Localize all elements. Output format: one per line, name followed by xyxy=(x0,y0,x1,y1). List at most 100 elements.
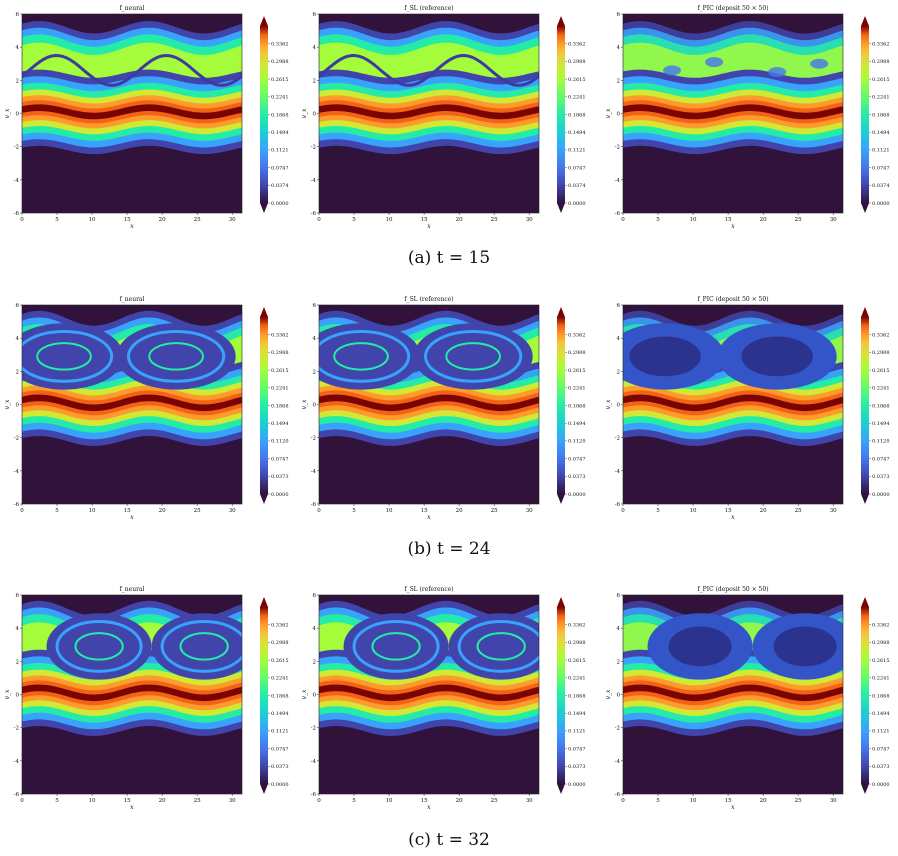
colorbar-tick-label: 0.0000 xyxy=(271,782,289,788)
colorbar-tick-label: 0.1121 xyxy=(271,729,289,735)
x-tick-label: 30 xyxy=(830,798,837,804)
colorbar-tick-label: 0.0747 xyxy=(872,165,890,171)
y-tick-label: 6 xyxy=(313,593,317,599)
colorbar-gradient xyxy=(861,607,869,784)
x-tick-label: 20 xyxy=(760,217,767,223)
panel-title: f_SL (reference) xyxy=(404,5,453,12)
colorbar-tick-label: 0.1120 xyxy=(568,439,586,445)
y-axis-label: v_x xyxy=(605,689,612,699)
caption-c: (c) t = 32 xyxy=(408,830,490,850)
main-beam-layer xyxy=(22,684,242,702)
colorbar-tick-label: 0.1494 xyxy=(271,421,289,427)
x-tick-label: 25 xyxy=(194,217,201,223)
main-beam-layer xyxy=(623,684,843,702)
colorbar-tick-label: 0.0747 xyxy=(872,746,890,752)
heatmap-area xyxy=(623,305,843,504)
colorbar: 0.0000 0.0373 0.0747 0.1120 0.1494 0.1868 0.22… xyxy=(861,307,890,504)
colorbar-tick-label: 0.1868 xyxy=(568,403,586,409)
caption-a: (a) t = 15 xyxy=(408,248,490,268)
colorbar-tick-label: 0.1494 xyxy=(872,421,890,427)
vortex-ring-1 xyxy=(22,330,114,383)
panel-title: f_SL (reference) xyxy=(404,296,453,303)
x-tick-label: 15 xyxy=(421,508,428,514)
y-tick-label: -4 xyxy=(14,178,20,184)
colorbar-tick-label: 0.3362 xyxy=(271,42,289,48)
y-tick-label: 0 xyxy=(313,693,317,699)
colorbar-extend-bottom xyxy=(861,494,869,504)
y-tick-label: -2 xyxy=(615,145,620,151)
panel-pic-t24: f_PIC (deposit 50 × 50)0 5 10 15 20 25 30x-6-4… xyxy=(605,296,890,521)
colorbar-tick-label: 0.2988 xyxy=(271,59,289,65)
colorbar: 0.0000 0.0374 0.0747 0.1121 0.1494 0.1868 0.22… xyxy=(557,16,586,213)
colorbar-tick-label: 0.2615 xyxy=(872,368,890,374)
x-tick-label: 15 xyxy=(725,217,732,223)
colorbar-tick-label: 0.1868 xyxy=(872,112,890,118)
x-axis-label: x xyxy=(427,514,431,521)
y-tick-label: -2 xyxy=(311,145,316,151)
colorbar-tick-label: 0.0000 xyxy=(872,492,890,498)
x-tick-label: 15 xyxy=(421,798,428,804)
colorbar-tick-label: 0.3362 xyxy=(568,623,586,629)
vortex-core-1 xyxy=(36,342,92,371)
vortex-core-1 xyxy=(74,632,124,661)
x-tick-label: 5 xyxy=(656,508,660,514)
x-axis-label: x xyxy=(427,223,431,230)
x-tick-label: 30 xyxy=(526,508,533,514)
x-tick-label: 20 xyxy=(159,508,166,514)
x-tick-label: 10 xyxy=(690,508,697,514)
panel-title: f_PIC (deposit 50 × 50) xyxy=(697,586,768,593)
vortex-1 xyxy=(319,323,421,390)
colorbar-extend-top xyxy=(861,16,869,26)
y-tick-label: -6 xyxy=(14,211,20,217)
x-tick-label: 10 xyxy=(386,798,393,804)
colorbar-tick-label: 0.2241 xyxy=(568,95,586,101)
y-tick-label: 2 xyxy=(313,369,317,375)
panel-title: f_neural xyxy=(120,5,145,12)
colorbar-extend-top xyxy=(557,16,565,26)
y-tick-label: -4 xyxy=(14,759,20,765)
x-tick-label: 0 xyxy=(20,217,24,223)
y-tick-label: 6 xyxy=(313,12,317,18)
y-tick-label: 4 xyxy=(16,336,20,342)
panel-pic-t15: f_PIC (deposit 50 × 50)0 5 10 15 20 25 30x-6-4… xyxy=(605,5,890,230)
y-axis-label: v_x xyxy=(301,689,308,699)
panel-reference-t15: f_SL (reference) 0 5 10 15 20 25 30 x -6 -4 -2 0 2 4 6 v… xyxy=(301,5,586,230)
vortex-ring-1 xyxy=(319,330,411,383)
vortex-1 xyxy=(343,613,449,680)
y-tick-label: 0 xyxy=(16,693,20,699)
x-tick-label: 0 xyxy=(621,798,625,804)
x-tick-label: 15 xyxy=(124,217,131,223)
y-tick-label: 2 xyxy=(617,369,621,375)
y-axis-label: v_x xyxy=(301,108,308,118)
noise-blob xyxy=(810,58,829,69)
colorbar-tick-label: 0.1868 xyxy=(271,403,289,409)
x-tick-label: 10 xyxy=(386,508,393,514)
x-tick-label: 30 xyxy=(229,508,236,514)
y-axis-label: v_x xyxy=(4,689,11,699)
y-tick-label: 6 xyxy=(16,303,20,309)
x-tick-label: 30 xyxy=(526,217,533,223)
x-tick-label: 20 xyxy=(456,217,463,223)
colorbar: 0.0000 0.0374 0.0747 0.1121 0.1494 0.1868 0.22… xyxy=(861,16,890,213)
colorbar-gradient xyxy=(557,26,565,203)
y-tick-label: -6 xyxy=(615,792,621,798)
colorbar-gradient xyxy=(260,317,268,494)
x-tick-label: 5 xyxy=(656,798,660,804)
colorbar-gradient xyxy=(557,317,565,494)
colorbar-tick-label: 0.2988 xyxy=(271,640,289,646)
colorbar-tick-label: 0.2988 xyxy=(872,640,890,646)
colorbar-extend-top xyxy=(260,16,268,26)
vortex-ring-1 xyxy=(352,620,440,673)
x-tick-label: 10 xyxy=(690,217,697,223)
x-tick-label: 20 xyxy=(456,798,463,804)
y-tick-label: 4 xyxy=(16,45,20,51)
x-tick-label: 5 xyxy=(55,217,59,223)
colorbar-tick-label: 0.1494 xyxy=(271,711,289,717)
x-tick-label: 25 xyxy=(491,798,498,804)
upper-beam-layer xyxy=(319,42,539,85)
colorbar-tick-label: 0.0000 xyxy=(872,782,890,788)
x-tick-label: 0 xyxy=(317,798,321,804)
colorbar-tick-label: 0.3362 xyxy=(271,623,289,629)
x-tick-label: 5 xyxy=(55,798,59,804)
